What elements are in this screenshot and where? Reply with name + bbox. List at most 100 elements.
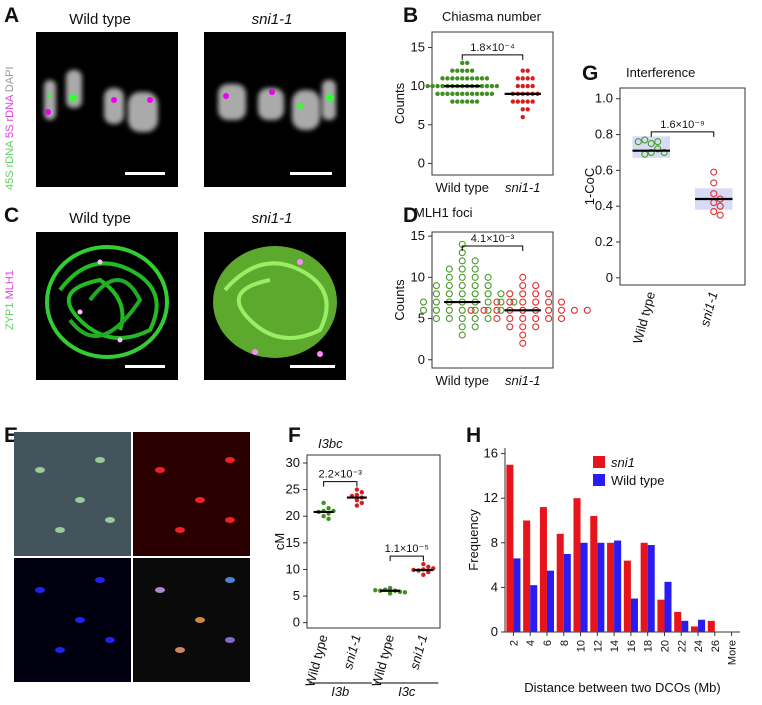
- data-point: [419, 306, 428, 314]
- data-point: [445, 76, 450, 81]
- x-tick-label: Wild type: [436, 373, 489, 388]
- data-point: [321, 514, 326, 519]
- bar: [513, 558, 521, 632]
- bar: [506, 464, 514, 632]
- data-point: [359, 490, 365, 495]
- bar: [530, 585, 538, 632]
- data-point: [471, 290, 479, 298]
- plot-frame: [306, 454, 441, 629]
- stain: 5S rDNA: [4, 94, 16, 138]
- data-point: [506, 323, 514, 331]
- data-point: [432, 314, 440, 323]
- data-point: [545, 306, 553, 314]
- bar: [698, 619, 706, 632]
- bar: [556, 533, 564, 632]
- bracket: [389, 555, 424, 562]
- x-tick-label: Wild type: [630, 290, 658, 346]
- data-point: [532, 282, 540, 290]
- data-point: [532, 290, 540, 298]
- bar: [523, 520, 531, 632]
- data-point: [471, 273, 479, 281]
- data-point: [474, 99, 480, 104]
- bar: [640, 542, 648, 632]
- data-point: [520, 114, 525, 120]
- data-point: [716, 211, 724, 219]
- y-axis-label: 1-CoC: [582, 168, 597, 206]
- legend-swatch: [593, 474, 605, 486]
- data-point: [710, 168, 718, 176]
- x-tick-label: sni1-1: [407, 633, 431, 671]
- bar: [690, 626, 699, 632]
- data-point: [525, 68, 530, 73]
- data-point: [464, 60, 470, 66]
- data-point: [445, 314, 453, 323]
- data-point: [570, 306, 578, 314]
- bar: [607, 542, 615, 632]
- data-point: [426, 564, 431, 569]
- data-point: [445, 282, 453, 290]
- y-tick-label: 8: [491, 535, 498, 550]
- y-tick-label: 15: [286, 535, 300, 550]
- legend-label: Wild type: [611, 473, 664, 488]
- x-tick-label: 14: [609, 640, 621, 652]
- data-point: [525, 76, 530, 81]
- panel-letter: G: [582, 62, 598, 85]
- data-point: [460, 76, 465, 81]
- x-tick-label: 6: [542, 640, 554, 646]
- data-point: [474, 76, 480, 81]
- panel-letter: H: [466, 424, 481, 447]
- data-point: [557, 306, 566, 314]
- x-tick-label: sni1-1: [505, 373, 540, 388]
- data-point: [530, 76, 535, 81]
- stain-label: ZYP1 MLH1: [4, 270, 16, 330]
- stain: MLH1: [4, 270, 16, 299]
- data-point: [510, 298, 518, 306]
- x-tick-label: 26: [710, 640, 722, 652]
- data-point: [545, 290, 553, 298]
- data-point: [519, 290, 527, 298]
- data-point: [479, 83, 485, 89]
- panel-letter: A: [4, 4, 19, 27]
- data-point: [450, 91, 455, 97]
- plot-frame: [431, 231, 554, 369]
- data-point: [458, 323, 466, 331]
- data-point: [450, 76, 455, 81]
- chart-title: I3bc: [318, 436, 343, 451]
- data-point: [484, 298, 492, 306]
- y-tick-label: 15: [411, 39, 425, 54]
- bracket: [650, 131, 715, 137]
- chart-title: Chiasma number: [442, 9, 542, 24]
- data-point: [520, 83, 525, 89]
- micrograph: [14, 432, 250, 682]
- y-axis-label: Frequency: [466, 509, 481, 571]
- panel-letter: C: [4, 204, 19, 227]
- data-point: [497, 306, 505, 314]
- data-point: [458, 273, 466, 281]
- data-point: [354, 492, 360, 498]
- y-tick-label: 0.8: [595, 127, 613, 142]
- x-tick-label: 12: [592, 640, 604, 652]
- data-point: [532, 314, 540, 323]
- data-point: [532, 323, 540, 331]
- data-point: [493, 314, 501, 323]
- data-point: [402, 590, 408, 595]
- micrograph: [36, 232, 346, 380]
- data-point: [432, 298, 440, 306]
- data-point: [519, 314, 527, 323]
- stain: ZYP1: [4, 302, 16, 330]
- data-point: [484, 83, 490, 89]
- data-point: [460, 68, 465, 73]
- bar: [681, 620, 689, 632]
- data-point: [647, 139, 655, 148]
- data-point: [583, 306, 591, 314]
- bracket: [461, 245, 524, 251]
- data-point: [464, 76, 470, 81]
- data-point: [710, 190, 718, 198]
- x-tick-label: Wild type: [436, 180, 489, 195]
- bar: [707, 620, 715, 632]
- y-tick-label: 0: [293, 615, 300, 630]
- x-tick-label: More: [727, 640, 739, 665]
- y-tick-label: 0.6: [595, 162, 613, 177]
- image-title: sni1-1: [252, 11, 293, 28]
- chart-title: MLH1 foci: [414, 205, 473, 220]
